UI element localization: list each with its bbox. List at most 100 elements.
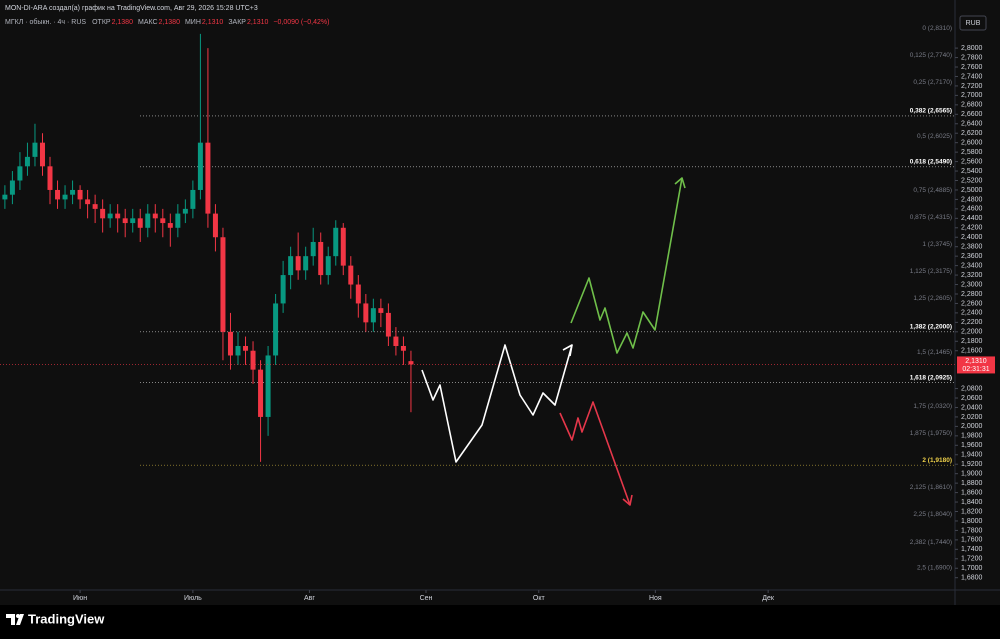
- candle-body: [47, 166, 53, 190]
- y-tick-label: 2,5400: [961, 168, 983, 175]
- candle-body: [258, 369, 264, 417]
- logo-text: TradingView: [28, 611, 105, 626]
- candle-body: [85, 199, 91, 205]
- fib-label: 1 (2,3745): [922, 241, 952, 248]
- candle-body: [318, 241, 324, 276]
- countdown: 02:31:31: [962, 366, 989, 373]
- logo-dot: [16, 614, 20, 618]
- y-tick-label: 2,3200: [961, 272, 983, 279]
- green-arrowhead: [674, 177, 686, 189]
- y-tick-label: 2,0000: [961, 423, 983, 430]
- fib-label: 2,125 (1,8610): [910, 484, 952, 491]
- candle-body: [70, 189, 76, 195]
- ohlc-value: 2,1380: [112, 19, 134, 26]
- candle-body: [197, 142, 203, 190]
- y-tick-label: 1,8800: [961, 480, 983, 487]
- y-tick-label: 2,2600: [961, 300, 983, 307]
- candle-body: [385, 312, 391, 337]
- candle-body: [295, 256, 301, 271]
- y-tick-label: 2,2800: [961, 291, 983, 298]
- candle-body: [152, 213, 158, 219]
- x-tick-label: Июн: [73, 595, 87, 602]
- candle-body: [378, 308, 384, 313]
- y-tick-label: 2,4800: [961, 196, 983, 203]
- candle-body: [280, 275, 286, 304]
- candle-body: [77, 189, 83, 200]
- fib-label: 2,382 (1,7440): [910, 539, 952, 546]
- candle-body: [17, 166, 23, 181]
- candle-body: [227, 331, 233, 356]
- projection-drawings: [421, 177, 686, 506]
- y-tick-label: 1,9600: [961, 442, 983, 449]
- candle-body: [370, 308, 376, 323]
- candle-body: [167, 223, 173, 228]
- y-tick-label: 2,0200: [961, 414, 983, 421]
- fib-label: 1,5 (2,1465): [917, 349, 952, 356]
- candle-body: [107, 213, 113, 219]
- y-tick-label: 2,6600: [961, 111, 983, 118]
- x-tick-label: Окт: [533, 595, 546, 602]
- candle-body: [175, 213, 181, 228]
- fib-label: 1,618 (2,0925): [910, 374, 952, 381]
- y-tick-label: 2,5200: [961, 177, 983, 184]
- candle-body: [145, 213, 151, 228]
- fib-label: 1,382 (2,2000): [910, 324, 952, 331]
- fib-label: 0,618 (2,5490): [910, 159, 952, 166]
- y-tick-label: 2,2400: [961, 310, 983, 317]
- candle-body: [325, 256, 331, 276]
- last-price-label: 2,1310: [965, 358, 987, 365]
- candle-body: [9, 180, 15, 195]
- y-tick-label: 1,9800: [961, 433, 983, 440]
- y-tick-label: 2,6000: [961, 140, 983, 147]
- candle-body: [363, 303, 369, 323]
- red-arrowhead: [622, 494, 633, 506]
- y-tick-label: 1,8400: [961, 499, 983, 506]
- fib-label: 2,25 (1,8040): [913, 511, 952, 518]
- candle-body: [310, 241, 316, 257]
- y-tick-label: 1,7000: [961, 565, 983, 572]
- y-tick-label: 2,3600: [961, 253, 983, 260]
- candle-body: [393, 336, 399, 347]
- candle-body: [92, 204, 98, 209]
- x-tick-label: Дек: [762, 595, 775, 602]
- candle-body: [55, 189, 61, 200]
- ohlc-label: ОТКР: [92, 19, 111, 26]
- fib-label: 0,875 (2,4315): [910, 214, 952, 221]
- fib-label: 0,5 (2,6025): [917, 133, 952, 140]
- last-price-box: [957, 356, 995, 374]
- y-tick-label: 2,4600: [961, 206, 983, 213]
- fib-label: 2 (1,9180): [922, 457, 952, 464]
- fib-label: 0,75 (2,4885): [913, 187, 952, 194]
- credit: MON-DI-ARA создал(а) график на TradingVi…: [5, 5, 258, 12]
- y-tick-label: 2,1600: [961, 348, 983, 355]
- x-tick-label: Сен: [420, 595, 433, 602]
- y-tick-label: 1,7200: [961, 556, 983, 563]
- symbol: МГКЛ · обыкн. · 4ч · RUS: [5, 18, 86, 26]
- y-tick-label: 1,8600: [961, 489, 983, 496]
- candle-body: [400, 346, 406, 351]
- candle-body: [235, 346, 241, 356]
- ohlc-label: МИН: [185, 19, 201, 26]
- y-tick-label: 2,0600: [961, 395, 983, 402]
- white-arrowhead: [562, 344, 573, 357]
- candle-body: [137, 218, 143, 228]
- fib-label: 2,5 (1,6900): [917, 565, 952, 572]
- x-tick-label: Ноя: [649, 595, 662, 602]
- currency: RUB: [966, 20, 981, 27]
- fib-label: 0,125 (2,7740): [910, 52, 952, 59]
- x-tick-label: Авг: [304, 595, 315, 602]
- candle-body: [355, 284, 361, 304]
- y-tick-label: 2,5000: [961, 187, 983, 194]
- y-tick-label: 2,5800: [961, 149, 983, 156]
- y-tick-label: 2,4200: [961, 225, 983, 232]
- y-tick-label: 2,4000: [961, 234, 983, 241]
- candle-body: [212, 213, 218, 238]
- ohlc-label: ЗАКР: [228, 19, 246, 26]
- fib-label: 1,875 (1,9750): [910, 430, 952, 437]
- candle-body: [288, 256, 294, 276]
- candle-body: [220, 237, 226, 332]
- y-tick-label: 2,3000: [961, 281, 983, 288]
- y-tick-label: 1,8200: [961, 508, 983, 515]
- candle-body: [62, 194, 68, 200]
- y-tick-label: 2,7400: [961, 73, 983, 80]
